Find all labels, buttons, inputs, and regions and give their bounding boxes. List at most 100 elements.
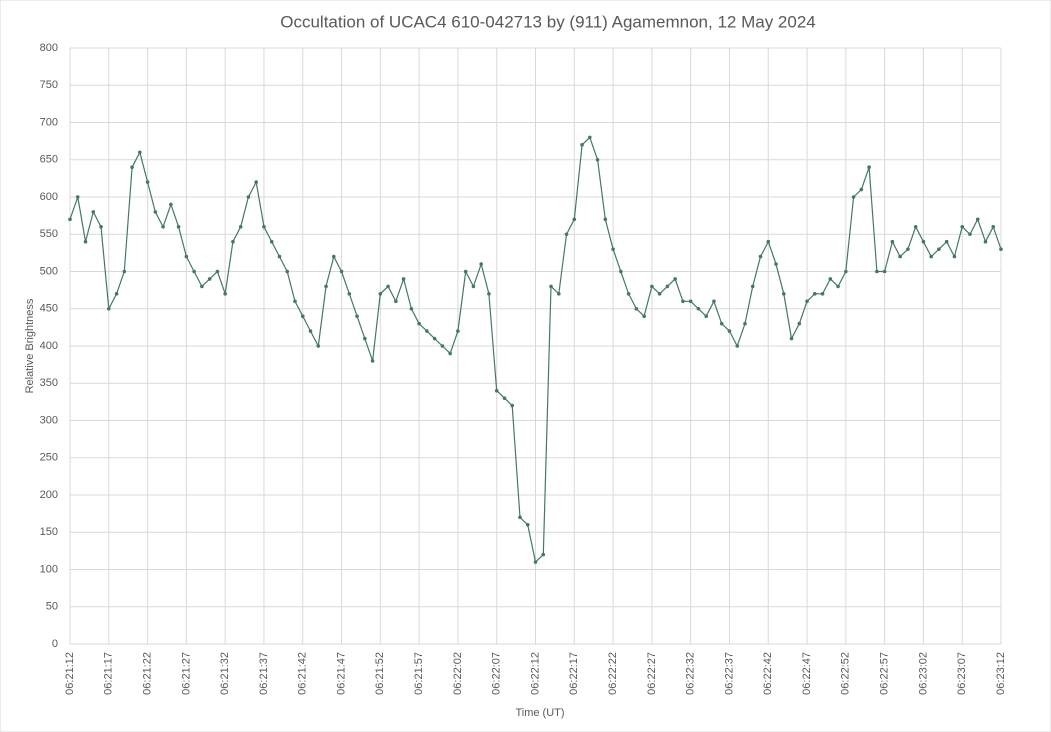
data-point: [308, 329, 313, 333]
x-tick-label: 06:21:57: [413, 652, 425, 695]
x-tick-label: 06:23:07: [956, 652, 968, 695]
y-tick-label: 800: [40, 42, 58, 54]
y-tick-label: 650: [40, 154, 58, 166]
data-point: [75, 195, 80, 199]
x-tick-label: 06:22:02: [452, 652, 464, 695]
data-point: [595, 157, 600, 162]
data-point: [975, 217, 980, 222]
data-point: [875, 269, 879, 274]
x-tick-label: 06:22:27: [646, 652, 658, 695]
data-point: [882, 269, 887, 274]
x-tick-label: 06:21:17: [103, 652, 115, 695]
data-point: [161, 225, 165, 229]
data-point: [580, 143, 584, 147]
y-axis-title: Relative Brightness: [24, 298, 36, 393]
x-tick-label: 06:22:17: [568, 652, 580, 695]
data-point: [463, 269, 468, 274]
data-point: [68, 217, 72, 222]
data-point: [719, 321, 724, 326]
data-point: [781, 292, 786, 296]
data-point: [401, 277, 406, 281]
data-point: [541, 552, 546, 557]
y-tick-label: 0: [52, 638, 58, 650]
data-point: [518, 515, 522, 520]
data-point: [176, 225, 181, 229]
x-tick-label: 06:23:02: [917, 652, 929, 695]
x-tick-label: 06:21:42: [297, 652, 309, 695]
data-point: [525, 523, 530, 527]
data-point: [634, 306, 639, 311]
x-tick-label: 06:22:57: [879, 652, 891, 695]
data-point: [913, 225, 918, 229]
x-tick-label: 06:22:42: [762, 652, 774, 695]
data-point: [440, 344, 445, 348]
data-point: [285, 269, 290, 274]
y-tick-label: 150: [40, 526, 58, 538]
data-point: [712, 299, 716, 304]
data-point: [603, 217, 608, 222]
data-point: [836, 284, 840, 289]
data-point: [316, 344, 321, 348]
data-point: [363, 336, 367, 341]
data-point: [704, 314, 708, 319]
data-point: [425, 329, 429, 333]
data-point: [324, 284, 328, 289]
data-point: [968, 232, 972, 237]
data-point: [347, 292, 352, 296]
x-tick-label: 06:22:52: [840, 652, 852, 695]
x-tick-label: 06:21:27: [180, 652, 192, 695]
data-point: [83, 239, 88, 244]
data-point: [665, 284, 670, 289]
data-point: [758, 254, 763, 259]
data-point: [991, 225, 996, 229]
data-point: [650, 284, 654, 289]
data-point: [533, 560, 538, 564]
data-point: [937, 247, 941, 251]
y-tick-label: 700: [40, 116, 58, 128]
x-tick-label: 06:21:37: [258, 652, 270, 695]
data-point: [138, 150, 142, 155]
data-point: [828, 277, 833, 281]
y-tick-label: 750: [40, 79, 58, 91]
data-point: [269, 239, 274, 244]
y-tick-label: 450: [40, 303, 58, 315]
data-point: [370, 359, 375, 363]
data-point: [657, 292, 662, 296]
data-point: [456, 329, 460, 333]
data-point: [774, 262, 778, 266]
data-point: [898, 254, 902, 259]
data-point: [409, 306, 414, 311]
data-point: [494, 388, 499, 393]
data-point: [743, 321, 747, 326]
chart-title: Occultation of UCAC4 610-042713 by (911)…: [280, 12, 816, 31]
data-point: [929, 254, 933, 259]
data-point: [254, 180, 258, 184]
data-point: [859, 187, 864, 192]
data-point: [952, 254, 957, 259]
data-point: [727, 329, 732, 333]
data-point: [944, 239, 949, 244]
data-point: [619, 269, 623, 274]
data-point: [262, 225, 266, 229]
data-point: [471, 284, 476, 289]
x-tick-label: 06:22:37: [723, 652, 735, 695]
data-point: [130, 165, 134, 169]
data-point: [921, 239, 926, 244]
data-point: [386, 284, 390, 289]
data-point: [246, 195, 251, 199]
data-point: [844, 269, 848, 274]
y-tick-label: 50: [46, 601, 58, 613]
data-point: [999, 247, 1003, 251]
data-point: [99, 225, 103, 229]
data-point: [588, 135, 592, 140]
x-tick-label: 06:22:32: [685, 652, 697, 695]
data-point: [851, 195, 856, 199]
data-point: [394, 299, 398, 304]
y-tick-label: 550: [40, 228, 58, 240]
data-point: [238, 225, 243, 229]
data-point: [231, 239, 235, 244]
data-point: [355, 314, 359, 319]
data-point: [223, 292, 227, 296]
